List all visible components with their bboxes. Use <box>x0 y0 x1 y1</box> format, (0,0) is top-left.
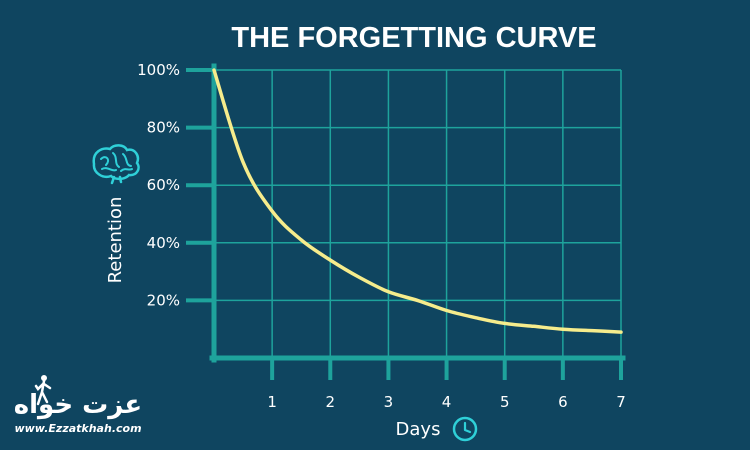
x-tick-label: 6 <box>558 393 568 411</box>
y-tick-label: 40% <box>147 234 180 252</box>
axes <box>186 63 626 380</box>
logo: عزت خواه www.Ezzatkhah.com <box>14 375 142 435</box>
series-group <box>212 68 623 334</box>
x-tick-labels: 1 2 3 4 5 6 7 <box>267 393 625 411</box>
hiker-icon <box>34 375 52 406</box>
x-tick-label: 1 <box>267 393 277 411</box>
x-tick-label: 5 <box>500 393 510 411</box>
grid <box>214 69 622 358</box>
y-axis-label: Retention <box>105 197 126 284</box>
brain-icon <box>92 144 140 185</box>
y-tick-label: 60% <box>147 176 180 194</box>
x-tick-label: 2 <box>326 393 336 411</box>
x-tick-label: 4 <box>442 393 452 411</box>
y-tick-label: 20% <box>147 291 180 309</box>
forgetting-curve-line <box>212 68 623 334</box>
x-tick-label: 3 <box>384 393 394 411</box>
y-tick-label: 80% <box>147 119 180 137</box>
y-tick-label: 100% <box>137 61 180 79</box>
logo-text: عزت خواه <box>14 390 142 420</box>
x-tick-label: 7 <box>616 393 626 411</box>
chart-title: THE FORGETTING CURVE <box>231 22 596 54</box>
logo-url: www.Ezzatkhah.com <box>14 422 141 435</box>
clock-icon <box>452 416 478 442</box>
y-tick-labels: 20% 40% 60% 80% 100% <box>137 61 180 309</box>
x-axis-label: Days <box>396 419 441 440</box>
